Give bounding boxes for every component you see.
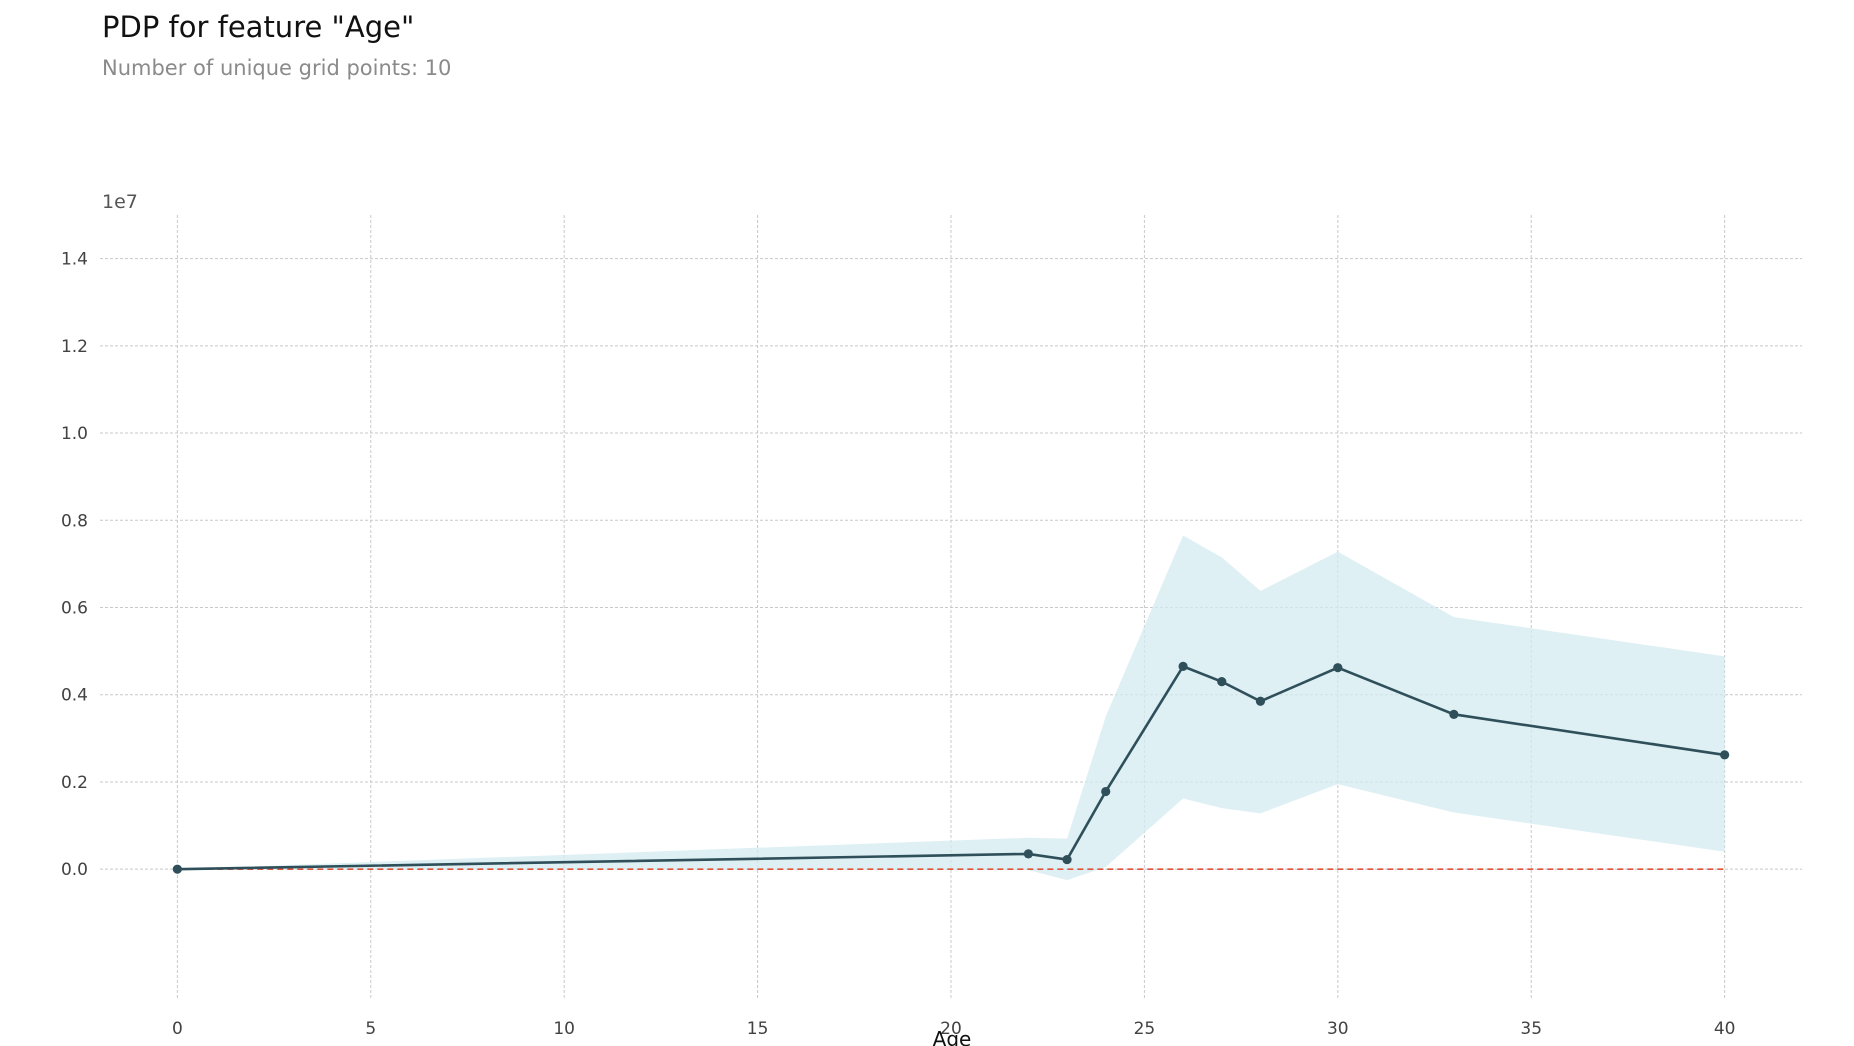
x-tick-label: 40: [1714, 1019, 1736, 1039]
grid-layer: [100, 215, 1802, 1000]
x-axis-label: Age: [933, 1027, 972, 1046]
x-tick-label: 30: [1327, 1019, 1349, 1039]
confidence-band-layer: [177, 535, 1725, 881]
pdp-point: [1062, 854, 1072, 865]
x-tick-label: 35: [1520, 1019, 1542, 1039]
y-tick-label: 0.0: [61, 860, 88, 880]
confidence-band: [177, 535, 1725, 881]
x-tick-label: 0: [172, 1019, 183, 1039]
pdp-point: [1023, 849, 1033, 859]
y-tick-label: 0.6: [61, 599, 88, 619]
pdp-line-layer: [172, 661, 1730, 874]
pdp-point: [1178, 661, 1188, 671]
pdp-point: [172, 864, 182, 874]
chart-subtitle: Number of unique grid points: 10: [102, 56, 452, 80]
pdp-point: [1217, 677, 1227, 687]
pdp-point: [1449, 709, 1459, 719]
x-tick-label: 5: [365, 1019, 376, 1039]
y-tick-label: 0.8: [61, 511, 88, 531]
x-tick-label: 15: [747, 1019, 769, 1039]
y-tick-label: 1.4: [61, 250, 88, 270]
pdp-point: [1333, 663, 1343, 673]
tick-label-layer: 0 5 10 15 20 25 30 35 40 0.0 0.2 0.4 0.6 0.8 1.0 1.2 1.4: [61, 250, 1736, 1039]
pdp-point: [1101, 786, 1111, 797]
y-axis-offset-label: 1e7: [102, 191, 138, 213]
y-tick-label: 1.0: [61, 424, 88, 444]
x-tick-label: 20: [940, 1019, 962, 1039]
x-tick-label: 10: [553, 1019, 575, 1039]
y-tick-label: 0.4: [61, 686, 88, 706]
y-tick-label: 1.2: [61, 337, 88, 357]
y-tick-label: 0.2: [61, 773, 88, 793]
pdp-point: [1720, 750, 1730, 760]
x-tick-label: 25: [1134, 1019, 1156, 1039]
pdp-line: [177, 664, 1725, 871]
pdp-point: [1255, 696, 1266, 706]
chart-title: PDP for feature "Age": [102, 10, 415, 44]
